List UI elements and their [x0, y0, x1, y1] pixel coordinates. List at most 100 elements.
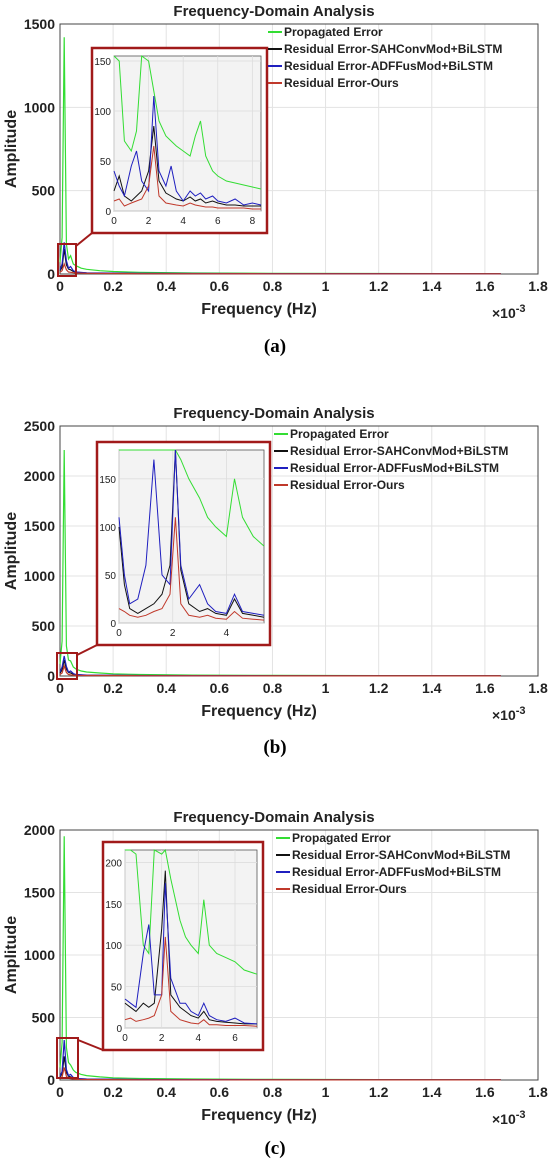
legend-label-ours-error: Residual Error-Ours [290, 478, 405, 492]
inset-ours-error-line [118, 517, 265, 621]
ours-error-line [59, 262, 501, 275]
legend-label-sahconv-error: Residual Error-SAHConvMod+BiLSTM [284, 42, 502, 56]
inset-x-tick-label: 0 [122, 1033, 128, 1044]
x-exponent-label: ×10-3 [492, 705, 526, 723]
legend-label-propagated-error: Propagated Error [290, 427, 389, 441]
x-tick-label: 0.8 [263, 1084, 283, 1100]
x-tick-label: 1.8 [528, 1084, 548, 1100]
legend: Propagated Error Residual Error-SAHConvMo… [274, 427, 508, 492]
x-tick-label: 0 [56, 680, 64, 696]
inset-propagated-error-line [113, 55, 262, 190]
inset-plot: 0 2 4 6 0 50 100 150 200 [101, 840, 265, 1052]
inset-y-tick-label: 0 [116, 1024, 122, 1035]
x-exponent-base: ×10 [492, 1111, 516, 1127]
y-axis-label: Amplitude [3, 916, 20, 994]
chart-a: Frequency-Domain Analysis 0 0.2 0.4 0.6 0.8 1 1… [3, 3, 548, 321]
inset-x-tick-label: 4 [180, 216, 186, 227]
inset-y-tick-label: 50 [111, 983, 123, 994]
inset-plot-area [124, 849, 258, 1029]
inset-y-tick-label: 100 [94, 107, 111, 118]
x-tick-label: 1 [322, 1084, 330, 1100]
y-axis-label: Amplitude [3, 110, 20, 188]
x-tick-label: 1.2 [369, 278, 389, 294]
legend-label-sahconv-error: Residual Error-SAHConvMod+BiLSTM [290, 444, 508, 458]
x-tick-label: 1.2 [369, 680, 389, 696]
inset-adffus-error-line [124, 883, 258, 1025]
x-tick-label: 1.8 [528, 680, 548, 696]
inset-ours-error-line [124, 936, 258, 1027]
legend-label-ours-error: Residual Error-Ours [292, 882, 407, 896]
x-tick-label: 0.6 [210, 1084, 230, 1100]
zoom-region-box [56, 652, 78, 680]
legend-label-adffus-error: Residual Error-ADFFusMod+BiLSTM [290, 461, 499, 475]
inset-y-tick-label: 150 [99, 475, 116, 486]
inset-plot: 0 2 4 0 50 100 150 [95, 440, 272, 647]
x-tick-label: 0.2 [103, 680, 123, 696]
y-axis-label: Amplitude [3, 512, 20, 590]
legend: Propagated Error Residual Error-SAHConvMo… [268, 25, 502, 90]
inset-y-tick-label: 0 [105, 207, 111, 218]
zoom-connector [76, 644, 98, 656]
x-tick-label: 1.4 [422, 1084, 442, 1100]
y-tick-label: 1000 [24, 568, 55, 584]
y-tick-label: 2000 [24, 822, 55, 838]
chart-title: Frequency-Domain Analysis [173, 809, 374, 826]
y-tick-label: 0 [47, 668, 55, 684]
y-tick-label: 1000 [24, 99, 55, 115]
y-tick-label: 1500 [24, 16, 55, 32]
inset-adffus-error-line [118, 449, 265, 616]
zoom-connector [75, 232, 93, 247]
y-tick-label: 1500 [24, 885, 55, 901]
x-tick-label: 0 [56, 1084, 64, 1100]
x-tick-label: 1.4 [422, 680, 442, 696]
chart-b: Frequency-Domain Analysis 0 0.2 0.4 0.6 0.8 1 1… [3, 405, 548, 723]
inset-x-tick-label: 6 [232, 1033, 238, 1044]
inset-x-tick-label: 0 [116, 628, 122, 639]
panel-a: Frequency-Domain Analysis 0 0.2 0.4 0.6 0.8 1 1… [0, 0, 550, 330]
x-tick-label: 1.6 [475, 278, 495, 294]
x-tick-label: 1 [322, 278, 330, 294]
caption-c: (c) [0, 1138, 550, 1160]
x-tick-label: 0.8 [263, 278, 283, 294]
x-exponent-power: -3 [516, 705, 526, 717]
x-tick-label: 1.8 [528, 278, 548, 294]
inset-y-tick-label: 200 [105, 858, 122, 869]
x-tick-label: 0.8 [263, 680, 283, 696]
y-tick-label: 500 [32, 1010, 56, 1026]
x-tick-label: 1.6 [475, 1084, 495, 1100]
inset-y-tick-label: 50 [100, 157, 112, 168]
caption-b-text: (b) [263, 737, 287, 758]
inset-sahconv-error-line [118, 449, 265, 618]
inset-y-tick-label: 100 [105, 941, 122, 952]
panel-b: Frequency-Domain Analysis 0 0.2 0.4 0.6 0.8 1 1… [0, 400, 550, 730]
chart-c: Frequency-Domain Analysis 0 0.2 0.4 0.6 0.8 1 1… [3, 809, 548, 1127]
x-tick-label: 0.4 [156, 1084, 176, 1100]
x-exponent-label: ×10-3 [492, 1109, 526, 1127]
x-tick-label: 1.2 [369, 1084, 389, 1100]
y-tick-label: 0 [47, 266, 55, 282]
legend: Propagated Error Residual Error-SAHConvMo… [276, 831, 510, 896]
inset-y-tick-label: 0 [110, 619, 116, 630]
x-axis-label: Frequency (Hz) [201, 1107, 317, 1124]
x-tick-label: 0.2 [103, 1084, 123, 1100]
inset-x-tick-label: 0 [111, 216, 117, 227]
zoom-connector [77, 1039, 104, 1051]
zoom-region-box [57, 243, 77, 277]
y-tick-label: 500 [32, 183, 56, 199]
x-exponent-base: ×10 [492, 707, 516, 723]
inset-x-tick-label: 2 [170, 628, 176, 639]
y-tick-label: 2000 [24, 468, 55, 484]
ours-error-line [59, 664, 501, 677]
y-tick-label: 1500 [24, 518, 55, 534]
y-tick-label: 2500 [24, 418, 55, 434]
chart-title: Frequency-Domain Analysis [173, 405, 374, 422]
x-tick-label: 0.2 [103, 278, 123, 294]
inset-x-tick-label: 4 [196, 1033, 202, 1044]
legend-label-ours-error: Residual Error-Ours [284, 76, 399, 90]
zoom-region-box [56, 1037, 79, 1079]
caption-a: (a) [0, 336, 550, 358]
inset-y-tick-label: 100 [99, 523, 116, 534]
legend-label-adffus-error: Residual Error-ADFFusMod+BiLSTM [284, 59, 493, 73]
inset-ours-error-line [113, 145, 261, 210]
inset-y-tick-label: 150 [94, 57, 111, 68]
